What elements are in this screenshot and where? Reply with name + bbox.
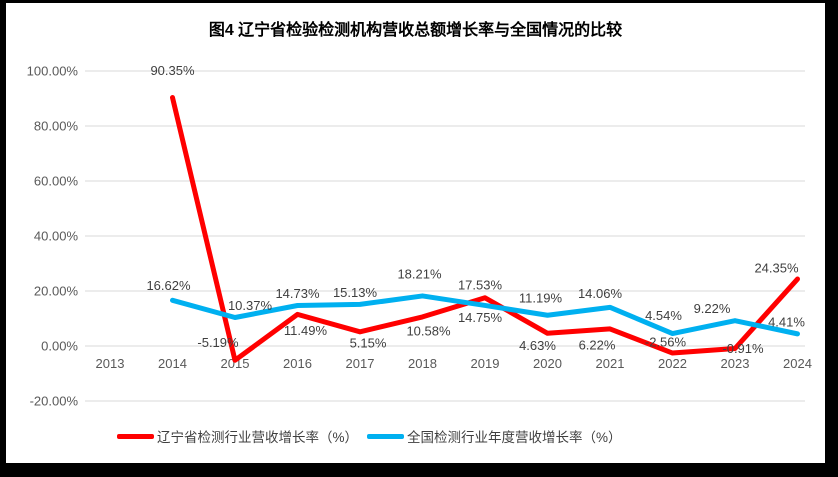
data-label-national: 10.37% [228,298,273,313]
data-label-liaoning: 90.35% [150,63,195,78]
y-tick-label: -20.00% [30,394,79,409]
x-tick-label: 2020 [533,356,562,371]
x-tick-label: 2016 [283,356,312,371]
series-liaoning-line [170,95,800,363]
blue-line-swatch-icon [367,433,405,439]
x-tick-label: 2024 [783,356,812,371]
chart-title: 图4 辽宁省检验检测机构营收总额增长率与全国情况的比较 [208,22,623,39]
screenshot-frame-top [0,0,838,3]
screenshot-frame-right [825,0,838,477]
y-tick-label: 20.00% [34,284,79,299]
x-tick-label: 2014 [158,356,187,371]
data-label-liaoning: -2.56% [645,335,687,350]
data-label-national: 11.19% [519,291,563,306]
x-tick-label: 2018 [408,356,437,371]
data-label-national: 14.73% [275,286,320,301]
x-tick-label: 2023 [721,356,750,371]
data-label-national: 4.41% [768,314,805,329]
data-label-national: 14.06% [578,286,623,301]
data-label-liaoning: 5.15% [350,335,387,350]
data-label-liaoning: -5.19% [197,335,239,350]
screenshot-frame-bottom [0,463,838,477]
data-label-national: 4.54% [645,308,682,323]
x-tick-label: 2013 [96,356,125,371]
data-label-liaoning: -0.91% [722,341,764,356]
data-label-liaoning: 24.35% [754,261,799,276]
x-tick-label: 2022 [658,356,687,371]
data-label-liaoning: 17.53% [458,277,503,292]
data-label-liaoning: 10.58% [406,323,451,338]
legend-item-label: 全国检测行业年度营收增长率（%） [407,430,622,445]
data-label-national: 14.75% [458,310,503,325]
y-tick-label: 100.00% [27,64,79,79]
y-tick-label: 60.00% [34,174,79,189]
data-label-liaoning: 11.49% [284,323,328,338]
data-label-national: 15.13% [333,285,378,300]
y-tick-label: 80.00% [34,119,79,134]
series-national-line [170,293,800,337]
data-label-national: 9.22% [694,301,731,316]
red-line-swatch-icon [117,433,154,439]
x-tick-label: 2019 [471,356,500,371]
data-label-liaoning: 4.63% [519,338,556,353]
data-label-national: 18.21% [397,266,442,281]
screenshot-frame-left [0,0,6,477]
legend-item-liaoning: 辽宁省检测行业营收增长率（%） [117,426,358,446]
y-tick-label: 0.00% [41,339,78,354]
y-tick-label: 40.00% [34,229,79,244]
x-tick-label: 2015 [221,356,250,371]
x-tick-label: 2017 [346,356,375,371]
x-tick-label: 2021 [596,356,625,371]
legend-item-label: 辽宁省检测行业营收增长率（%） [157,430,359,445]
data-label-liaoning: 6.22% [579,337,616,352]
data-label-national: 16.62% [146,278,191,293]
chart-legend: 辽宁省检测行业营收增长率（%） 全国检测行业年度营收增长率（%） [117,427,622,445]
legend-item-national: 全国检测行业年度营收增长率（%） [367,426,622,446]
